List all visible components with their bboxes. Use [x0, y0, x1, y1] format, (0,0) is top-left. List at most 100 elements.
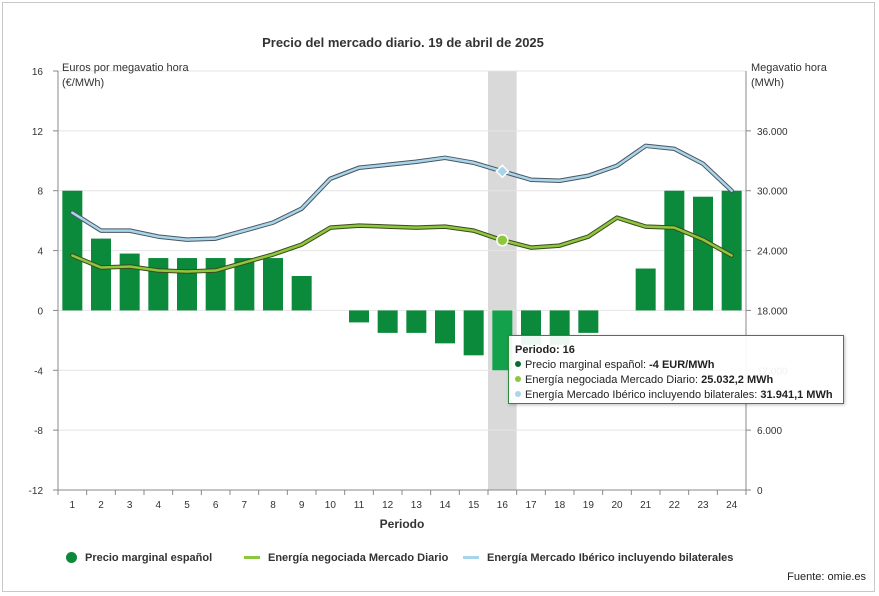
x-tick-label: 4 [156, 500, 162, 511]
tooltip-dot-icon [515, 391, 521, 398]
price-bar-16[interactable] [492, 310, 513, 371]
price-bar-22[interactable] [664, 190, 685, 311]
tooltip-value: 25.032,2 MWh [701, 374, 774, 386]
left-axis-label: Euros por megavatio hora (€/MWh) [62, 62, 189, 89]
x-tick-label: 10 [325, 500, 337, 511]
left-tick-label: 16 [32, 67, 44, 78]
right-tick-label: 6.000 [757, 426, 782, 437]
x-tick-label: 11 [354, 500, 365, 511]
energy-marker [496, 234, 509, 247]
source-note: Fuente: omie.es [787, 571, 866, 583]
tooltip-row-energy: Energía negociada Mercado Diario: 25.032… [515, 373, 837, 388]
right-axis-label: Megavatio hora (MWh) [751, 62, 827, 89]
x-tick-label: 1 [70, 500, 76, 511]
legend-item-iberian[interactable]: Energía Mercado Ibérico incluyendo bilat… [463, 552, 733, 564]
left-tick-label: 12 [32, 127, 44, 138]
x-tick-label: 16 [497, 500, 509, 511]
price-bar-24[interactable] [721, 190, 742, 311]
left-tick-label: -8 [34, 426, 43, 437]
x-tick-label: 17 [525, 500, 537, 511]
x-tick-label: 23 [697, 500, 709, 511]
left-axis-ticks: 16 12 8 4 0 -4 -8 -12 [29, 67, 58, 497]
right-tick-label: 18.000 [757, 306, 788, 317]
x-tick-label: 22 [669, 500, 681, 511]
x-tick-label: 3 [127, 500, 133, 511]
price-bar-15[interactable] [463, 310, 484, 356]
x-tick-label: 24 [726, 500, 738, 511]
tooltip-dot-icon [515, 376, 521, 383]
tooltip-value: 31.941,1 MWh [760, 389, 833, 401]
price-bar-6[interactable] [205, 258, 226, 311]
left-tick-label: 4 [37, 247, 43, 258]
legend-label: Energía negociada Mercado Diario [268, 552, 449, 564]
x-tick-label: 14 [439, 500, 451, 511]
price-bar-9[interactable] [291, 276, 312, 311]
price-bar-5[interactable] [177, 258, 197, 311]
tooltip-label: Energía Mercado Ibérico incluyendo bilat… [525, 389, 761, 401]
energy-line[interactable] [71, 216, 733, 273]
tooltip-label: Precio marginal español: [525, 359, 650, 371]
left-tick-label: -4 [34, 366, 43, 377]
x-axis-ticks: 1 2 3 4 5 6 7 8 9 10 11 12 13 14 15 16 17 18 19 20 21 22 23 24 [57, 490, 747, 511]
x-tick-label: 2 [98, 500, 104, 511]
x-tick-label: 9 [299, 500, 305, 511]
price-bar-11[interactable] [349, 310, 369, 323]
price-bar-8[interactable] [263, 258, 283, 311]
price-bar-4[interactable] [148, 258, 169, 311]
price-bar-2[interactable] [91, 238, 111, 311]
tooltip-label: Energía negociada Mercado Diario: [525, 374, 702, 386]
right-tick-label: 0 [757, 486, 763, 497]
line-icon [463, 555, 479, 559]
energy-line-shadow [70, 215, 734, 274]
price-bar-7[interactable] [234, 258, 255, 311]
tooltip-row-iberian: Energía Mercado Ibérico incluyendo bilat… [515, 388, 837, 403]
x-tick-label: 15 [468, 500, 480, 511]
price-bar-1[interactable] [62, 190, 83, 311]
tooltip-row-price: Precio marginal español: -4 EUR/MWh [515, 358, 837, 373]
x-tick-label: 6 [213, 500, 219, 511]
legend-label: Energía Mercado Ibérico incluyendo bilat… [487, 552, 734, 564]
x-tick-label: 5 [184, 500, 190, 511]
left-tick-label: 0 [37, 306, 43, 317]
highlight-band [488, 71, 517, 490]
tooltip: Periodo: 16 Precio marginal español: -4 … [508, 335, 844, 404]
circle-icon [66, 551, 77, 563]
price-bar-3[interactable] [119, 253, 140, 311]
x-tick-label: 7 [242, 500, 248, 511]
left-tick-label: 8 [37, 187, 43, 198]
line-icon [244, 555, 260, 559]
x-tick-label: 8 [270, 500, 276, 511]
price-bar-13[interactable] [406, 310, 427, 333]
x-tick-label: 12 [382, 500, 394, 511]
price-bar-14[interactable] [435, 310, 455, 344]
left-tick-label: -12 [29, 486, 44, 497]
legend: Precio marginal español Energía negociad… [0, 548, 879, 570]
price-bar-23[interactable] [693, 196, 713, 311]
x-axis-label: Periodo [380, 517, 425, 531]
legend-item-price[interactable]: Precio marginal español [66, 551, 213, 564]
chart-title: Precio del mercado diario. 19 de abril d… [262, 35, 544, 50]
price-bars[interactable] [62, 190, 742, 371]
tooltip-header: Periodo: 16 [515, 344, 575, 356]
hover-markers [495, 164, 510, 247]
price-bar-12[interactable] [377, 310, 398, 333]
x-tick-label: 18 [554, 500, 566, 511]
energy-lines[interactable] [70, 143, 734, 274]
x-tick-label: 13 [411, 500, 423, 511]
x-tick-label: 19 [583, 500, 595, 511]
legend-label: Precio marginal español [85, 552, 213, 564]
tooltip-value: -4 EUR/MWh [649, 359, 715, 371]
iberian-marker [495, 164, 510, 179]
price-bar-21[interactable] [635, 268, 656, 311]
right-tick-label: 30.000 [757, 187, 788, 198]
tooltip-dot-icon [515, 361, 521, 368]
legend-item-energy[interactable]: Energía negociada Mercado Diario [244, 552, 448, 564]
iberian-energy-line[interactable] [71, 144, 733, 241]
right-tick-label: 24.000 [757, 247, 788, 258]
price-bar-19[interactable] [578, 310, 599, 333]
x-tick-label: 20 [611, 500, 623, 511]
x-tick-label: 21 [640, 500, 652, 511]
